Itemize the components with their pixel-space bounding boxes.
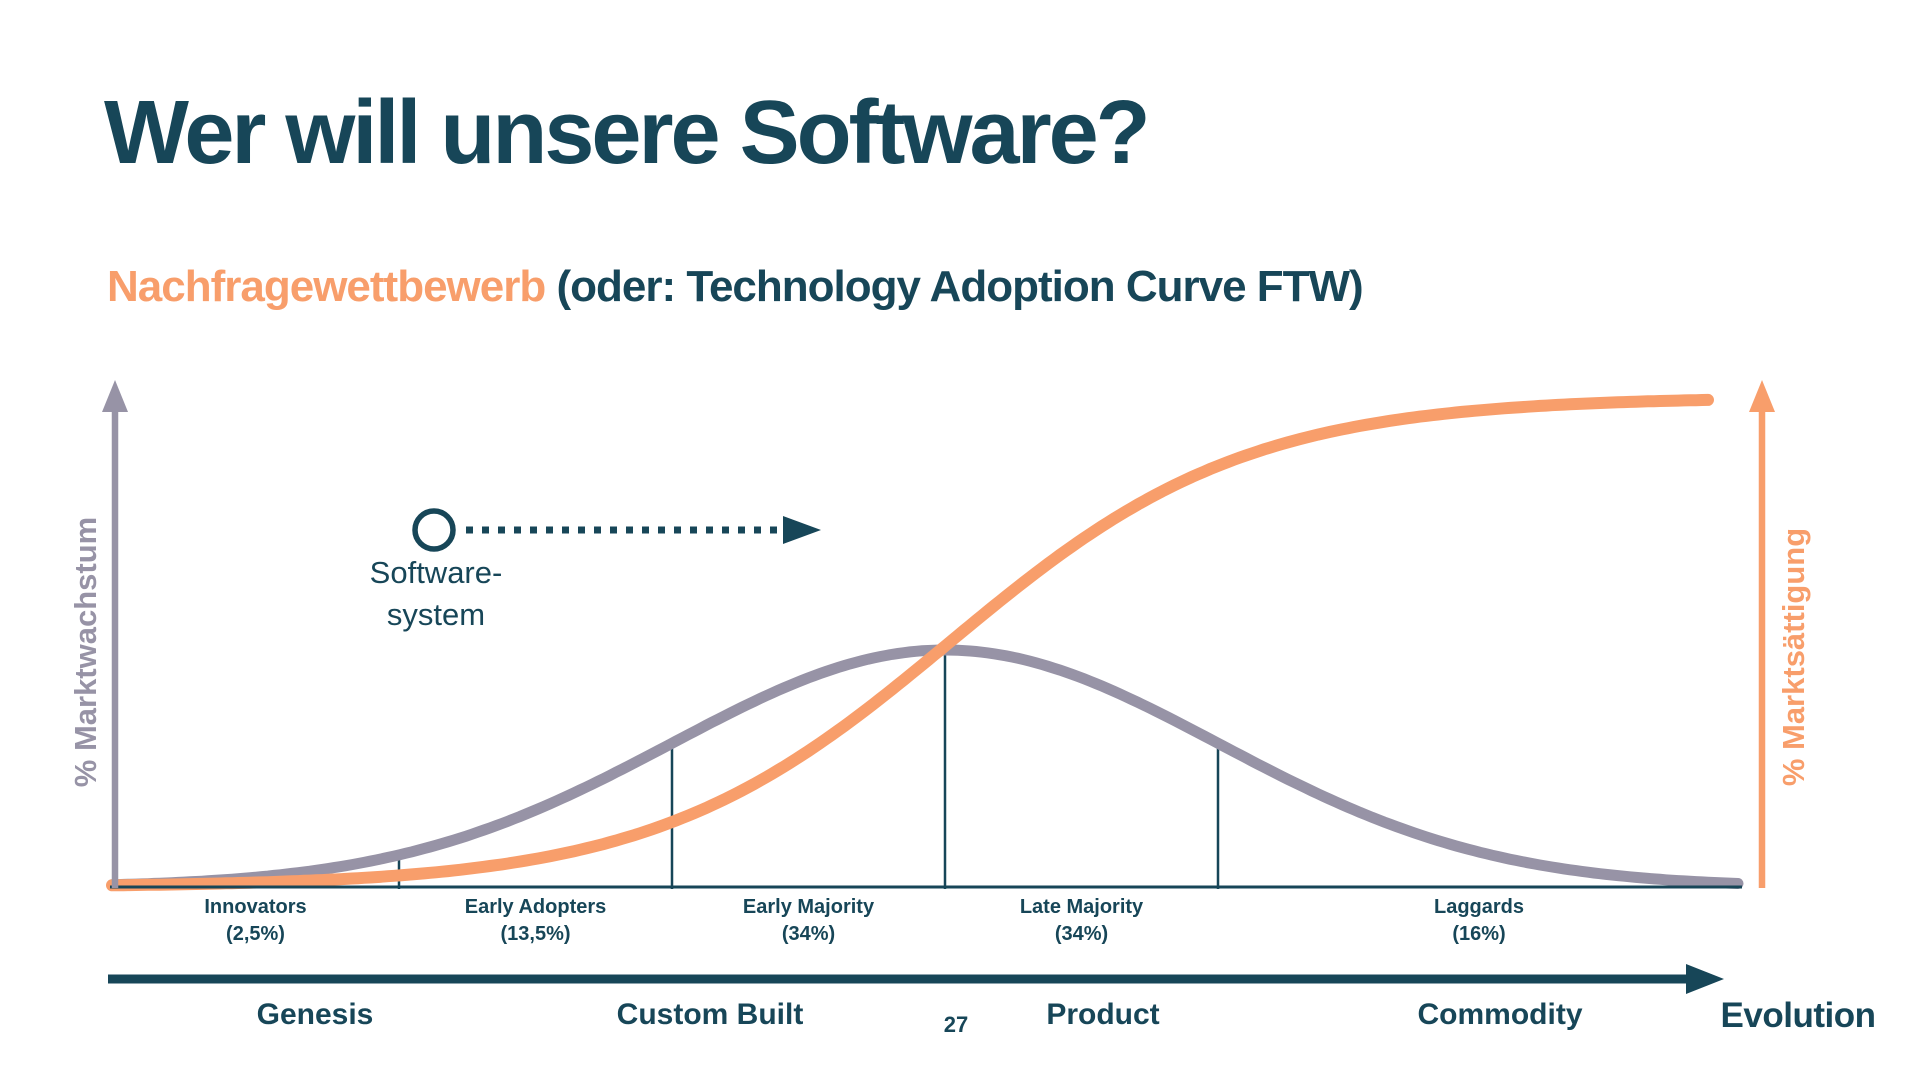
page-subtitle: Nachfragewettbewerb (oder: Technology Ad… (107, 262, 1364, 312)
segment-label-laggards: Laggards (16%) (1434, 894, 1524, 948)
page-title: Wer will unsere Software? (104, 83, 1151, 183)
arrow-up-icon (1749, 380, 1775, 412)
page-number: 27 (943, 1012, 969, 1037)
segment-label-late-majority: Late Majority (34%) (1020, 894, 1143, 948)
subtitle-highlight: Nachfragewettbewerb (107, 262, 546, 311)
stage-label-product: Product (1046, 998, 1160, 1031)
y-axis-right-label: % Marktsättigung (1776, 527, 1811, 787)
software-system-label-line2: system (386, 597, 486, 632)
segment-name: Late Majority (1019, 896, 1144, 918)
segment-label-innovators: Innovators (2,5%) (204, 894, 306, 948)
arrow-right-icon (1686, 964, 1724, 994)
segment-name: Early Majority (742, 896, 875, 918)
segment-name: Laggards (1433, 896, 1525, 918)
arrow-right-icon (783, 516, 821, 544)
segment-percentage: (13,5%) (500, 923, 571, 945)
software-system-label-line1: Software- (369, 555, 503, 590)
segment-percentage: (34%) (781, 923, 836, 945)
segment-name: Innovators (204, 896, 307, 918)
segment-percentage: (34%) (1054, 923, 1109, 945)
segment-label-early-adopters: Early Adopters (13,5%) (465, 894, 607, 948)
x-axis-evolution (108, 964, 1724, 994)
stage-label-genesis: Genesis (256, 998, 374, 1031)
market-growth-bell-curve (106, 644, 1744, 891)
circle-marker-icon (412, 508, 456, 552)
segment-label-early-majority: Early Majority (34%) (743, 894, 874, 948)
segment-percentage: (16%) (1452, 923, 1506, 945)
x-axis-label-evolution: Evolution (1720, 996, 1876, 1035)
stage-label-commodity: Commodity (1417, 998, 1583, 1031)
y-axis-left (102, 380, 128, 888)
market-saturation-s-curve (106, 393, 1714, 892)
segment-dividers (397, 647, 1220, 889)
software-system-label: Software- system (370, 552, 503, 636)
stage-label-custom-built: Custom Built (616, 998, 804, 1031)
segment-percentage: (2,5%) (226, 923, 285, 945)
software-system-marker (412, 508, 821, 552)
segment-name: Early Adopters (464, 896, 607, 918)
y-axis-right (1749, 380, 1775, 888)
y-axis-left-label: % Marktwachstum (68, 516, 103, 788)
arrow-up-icon (102, 380, 128, 412)
subtitle-rest: (oder: Technology Adoption Curve FTW) (545, 262, 1363, 311)
